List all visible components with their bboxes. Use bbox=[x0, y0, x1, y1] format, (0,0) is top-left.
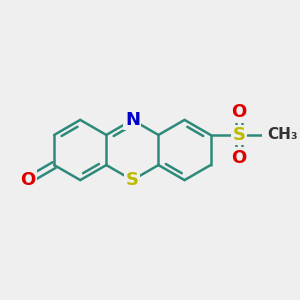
Text: O: O bbox=[232, 148, 247, 166]
Text: S: S bbox=[233, 126, 246, 144]
Text: CH₃: CH₃ bbox=[267, 128, 298, 142]
Text: O: O bbox=[20, 171, 36, 189]
Text: N: N bbox=[125, 111, 140, 129]
Text: S: S bbox=[126, 171, 139, 189]
Text: O: O bbox=[232, 103, 247, 122]
